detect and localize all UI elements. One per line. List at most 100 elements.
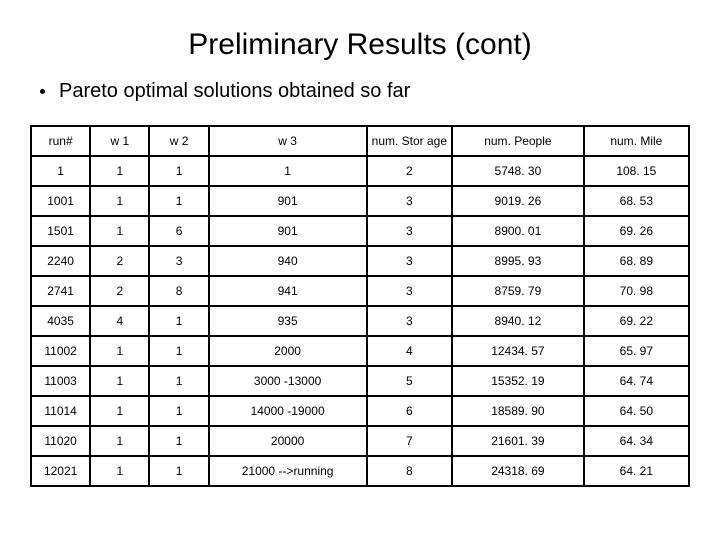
table-cell: 1501 <box>31 216 90 246</box>
table-cell: 7 <box>367 426 453 456</box>
table-cell: 1 <box>90 336 149 366</box>
table-cell: 11003 <box>31 366 90 396</box>
col-header: num. People <box>452 126 584 156</box>
table-cell: 69. 26 <box>584 216 689 246</box>
table-cell: 3 <box>367 276 453 306</box>
slide: Preliminary Results (cont) Pareto optima… <box>0 0 720 517</box>
table-cell: 8900. 01 <box>452 216 584 246</box>
table-header-row: run# w 1 w 2 w 3 num. Stor age num. Peop… <box>31 126 689 156</box>
col-header: w 3 <box>209 126 367 156</box>
table-cell: 11020 <box>31 426 90 456</box>
bullet-item: Pareto optimal solutions obtained so far <box>40 80 690 103</box>
table-cell: 1 <box>90 186 149 216</box>
table-cell: 3 <box>149 246 208 276</box>
table-cell: 2741 <box>31 276 90 306</box>
table-cell: 1 <box>149 186 208 216</box>
table-row: 15011690138900. 0169. 26 <box>31 216 689 246</box>
table-cell: 9019. 26 <box>452 186 584 216</box>
table-cell: 1 <box>149 336 208 366</box>
table-cell: 64. 34 <box>584 426 689 456</box>
table-cell: 15352. 19 <box>452 366 584 396</box>
page-title: Preliminary Results (cont) <box>30 28 690 62</box>
table-cell: 1 <box>149 396 208 426</box>
table-cell: 8 <box>149 276 208 306</box>
table-cell: 8940. 12 <box>452 306 584 336</box>
col-header: w 2 <box>149 126 208 156</box>
table-cell: 69. 22 <box>584 306 689 336</box>
table-cell: 108. 15 <box>584 156 689 186</box>
table-cell: 6 <box>367 396 453 426</box>
table-cell: 24318. 69 <box>452 456 584 486</box>
table-cell: 1 <box>90 456 149 486</box>
table-row: 110141114000 -19000618589. 9064. 50 <box>31 396 689 426</box>
table-cell: 940 <box>209 246 367 276</box>
table-cell: 1 <box>149 456 208 486</box>
table-cell: 1 <box>90 366 149 396</box>
col-header: w 1 <box>90 126 149 156</box>
table-cell: 901 <box>209 216 367 246</box>
table-cell: 1 <box>209 156 367 186</box>
table-cell: 65. 97 <box>584 336 689 366</box>
table-cell: 3000 -13000 <box>209 366 367 396</box>
table-cell: 8995. 93 <box>452 246 584 276</box>
table-cell: 2 <box>90 276 149 306</box>
table-cell: 2000 <box>209 336 367 366</box>
table-cell: 4 <box>90 306 149 336</box>
table-cell: 5 <box>367 366 453 396</box>
col-header: run# <box>31 126 90 156</box>
table-cell: 1 <box>90 396 149 426</box>
table-cell: 68. 53 <box>584 186 689 216</box>
table-cell: 3 <box>367 306 453 336</box>
table-cell: 64. 74 <box>584 366 689 396</box>
table-cell: 21000 -->running <box>209 456 367 486</box>
table-cell: 1 <box>149 156 208 186</box>
table-row: 22402394038995. 9368. 89 <box>31 246 689 276</box>
table-cell: 2 <box>90 246 149 276</box>
table-cell: 8 <box>367 456 453 486</box>
table-cell: 64. 50 <box>584 396 689 426</box>
bullet-text: Pareto optimal solutions obtained so far <box>59 80 410 103</box>
table-cell: 2240 <box>31 246 90 276</box>
table-cell: 6 <box>149 216 208 246</box>
table-cell: 1 <box>149 426 208 456</box>
table-cell: 11014 <box>31 396 90 426</box>
table-cell: 68. 89 <box>584 246 689 276</box>
table-cell: 4035 <box>31 306 90 336</box>
table-cell: 1 <box>149 366 208 396</box>
table-row: 40354193538940. 1269. 22 <box>31 306 689 336</box>
table-cell: 8759. 79 <box>452 276 584 306</box>
table-row: 110201120000721601. 3964. 34 <box>31 426 689 456</box>
table-cell: 70. 98 <box>584 276 689 306</box>
col-header: num. Stor age <box>367 126 453 156</box>
table-cell: 12021 <box>31 456 90 486</box>
table-cell: 935 <box>209 306 367 336</box>
table-cell: 1 <box>90 156 149 186</box>
table-cell: 14000 -19000 <box>209 396 367 426</box>
table-cell: 11002 <box>31 336 90 366</box>
table-cell: 3 <box>367 186 453 216</box>
table-cell: 3 <box>367 216 453 246</box>
table-row: 27412894138759. 7970. 98 <box>31 276 689 306</box>
table-cell: 4 <box>367 336 453 366</box>
bullet-dot-icon <box>40 89 45 94</box>
table-row: 11002112000412434. 5765. 97 <box>31 336 689 366</box>
table-cell: 20000 <box>209 426 367 456</box>
table-cell: 18589. 90 <box>452 396 584 426</box>
table-cell: 1 <box>31 156 90 186</box>
table-cell: 21601. 39 <box>452 426 584 456</box>
table-cell: 64. 21 <box>584 456 689 486</box>
table-cell: 12434. 57 <box>452 336 584 366</box>
table-cell: 1001 <box>31 186 90 216</box>
results-table: run# w 1 w 2 w 3 num. Stor age num. Peop… <box>30 125 690 487</box>
table-cell: 2 <box>367 156 453 186</box>
table-row: 11003113000 -13000515352. 1964. 74 <box>31 366 689 396</box>
table-cell: 901 <box>209 186 367 216</box>
col-header: num. Mile <box>584 126 689 156</box>
table-row: 111125748. 30108. 15 <box>31 156 689 186</box>
table-row: 10011190139019. 2668. 53 <box>31 186 689 216</box>
table-cell: 3 <box>367 246 453 276</box>
table-cell: 1 <box>90 216 149 246</box>
table-cell: 1 <box>90 426 149 456</box>
table-row: 120211121000 -->running824318. 6964. 21 <box>31 456 689 486</box>
table-cell: 941 <box>209 276 367 306</box>
